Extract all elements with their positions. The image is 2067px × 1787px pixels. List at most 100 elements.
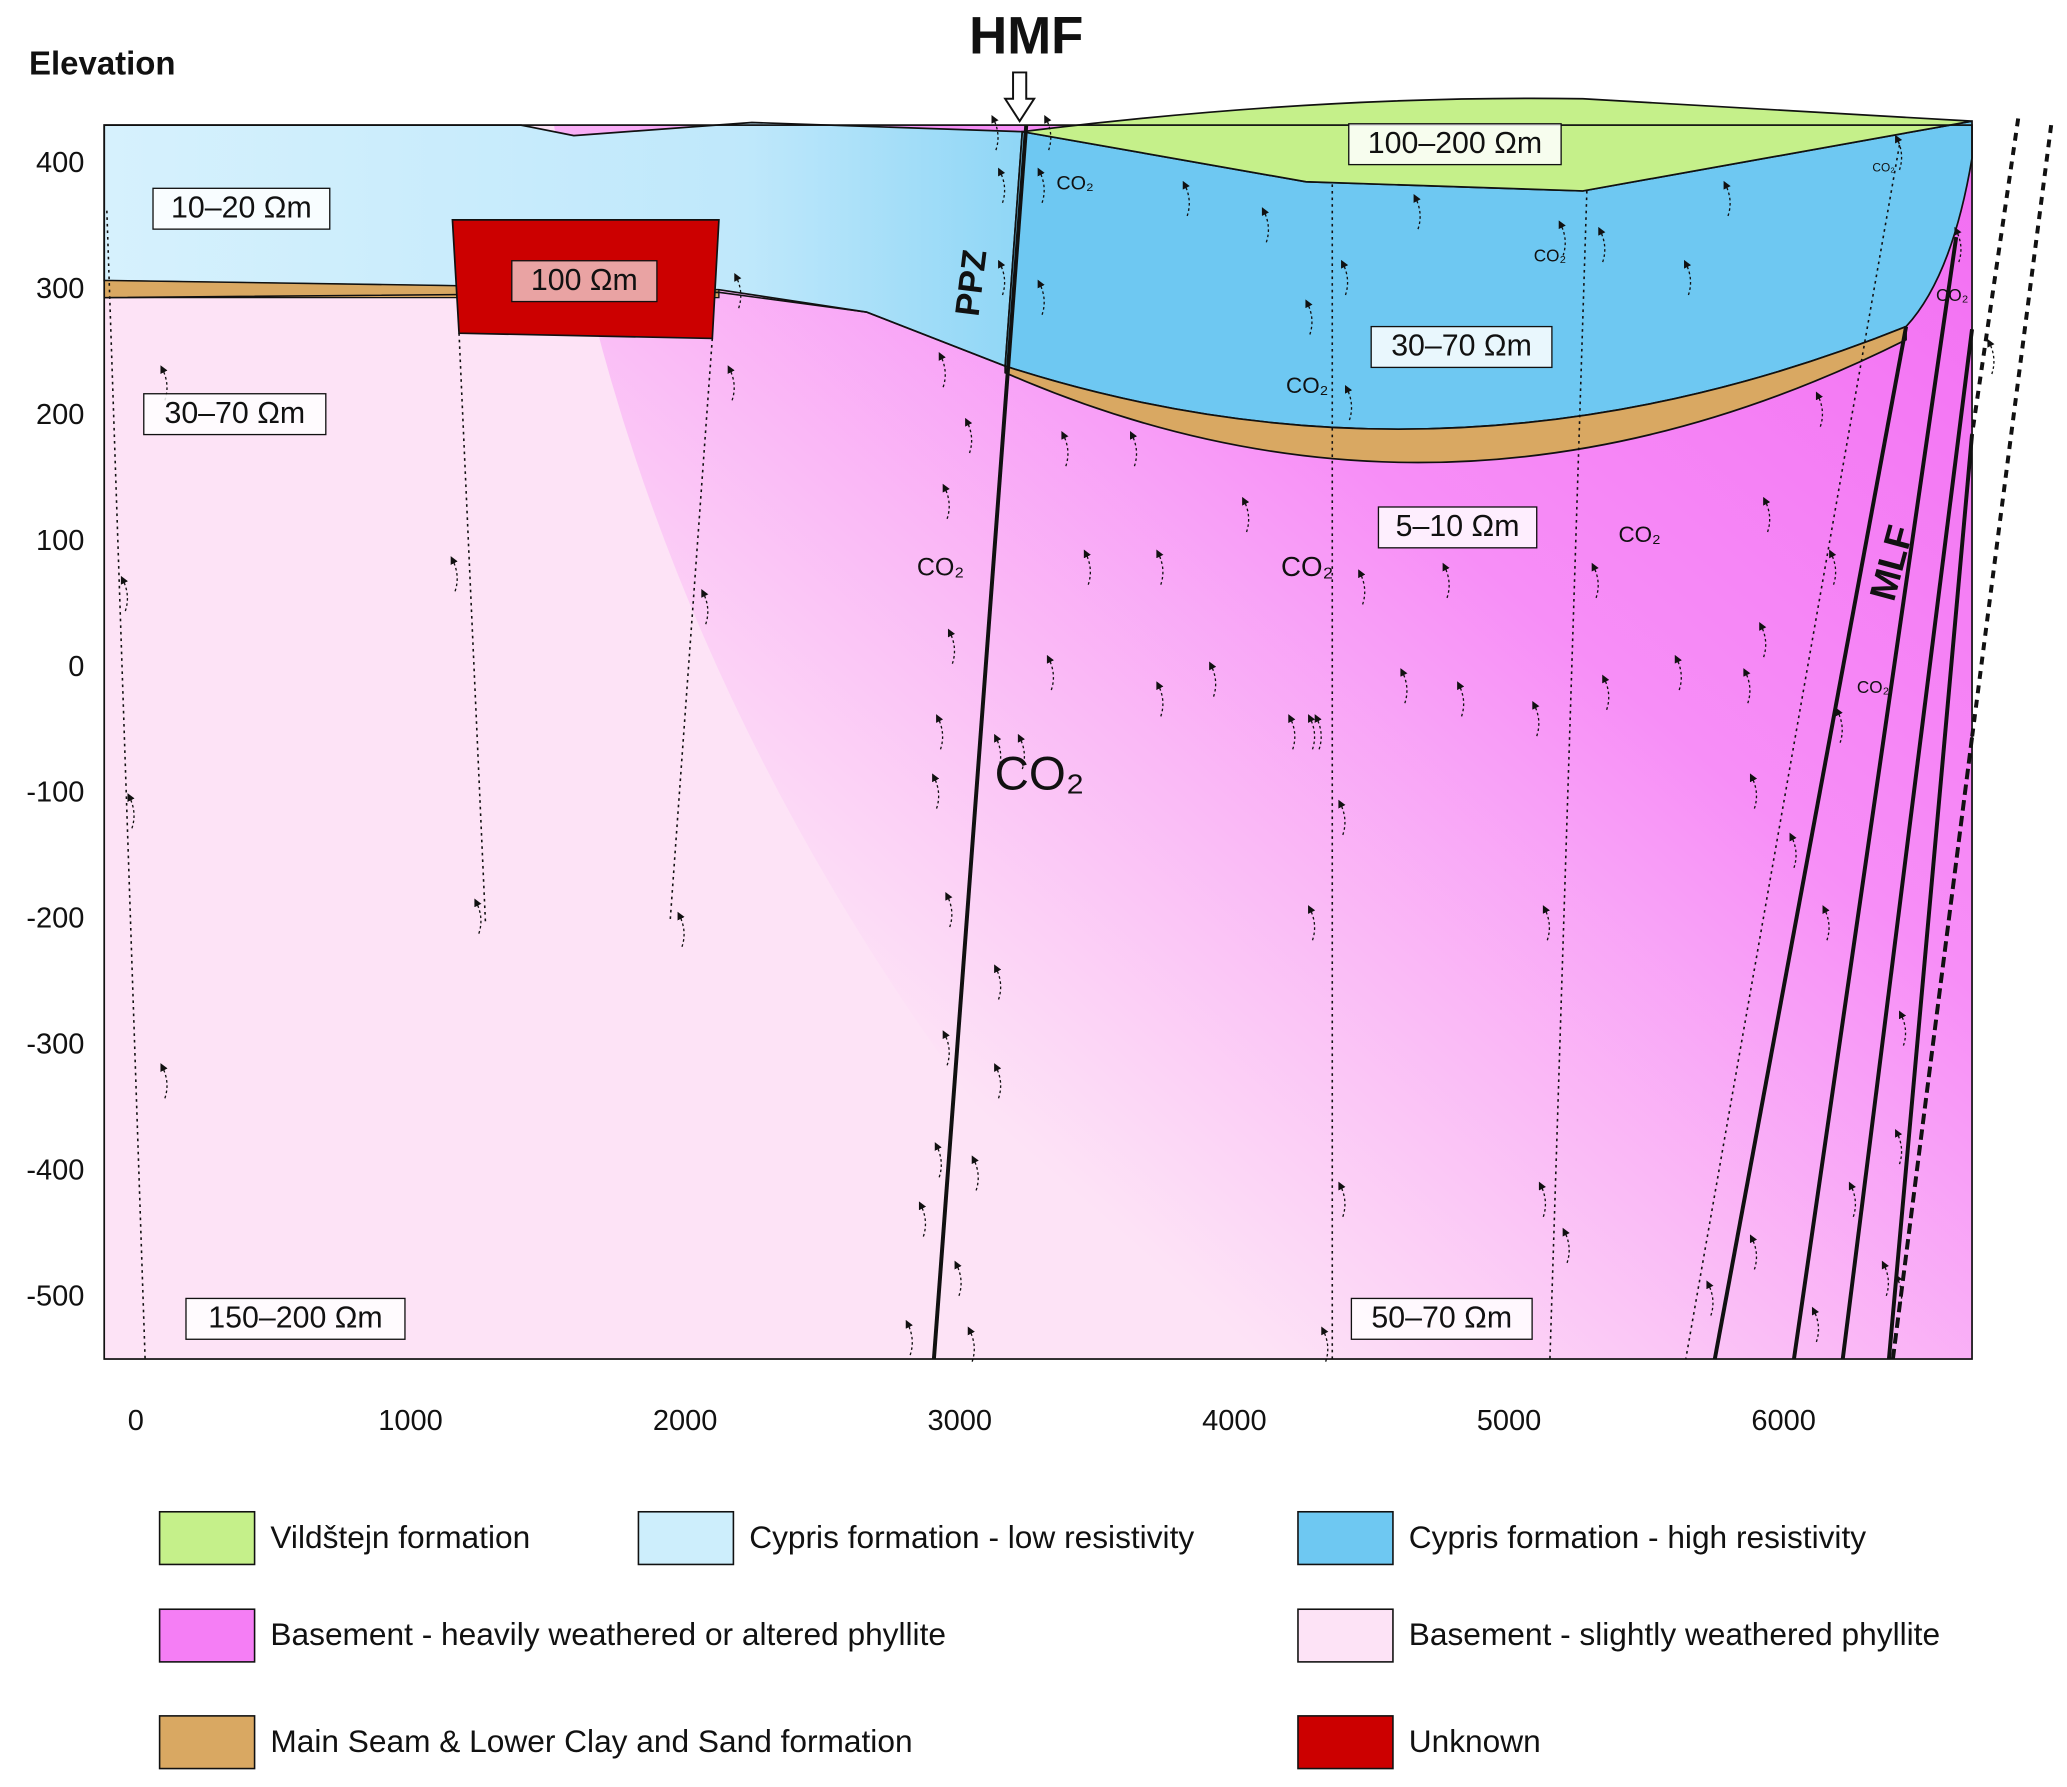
- flow-arrow: [1881, 1260, 1890, 1297]
- legend-label: Basement - slightly weathered phyllite: [1409, 1616, 1940, 1652]
- flow-arrow: [934, 1142, 942, 1178]
- legend-label: Main Seam & Lower Clay and Sand formatio…: [270, 1723, 912, 1759]
- flow-arrow: [947, 628, 956, 664]
- flow-arrow: [1400, 668, 1408, 704]
- flow-arrow: [936, 714, 944, 750]
- x-tick-label: 3000: [927, 1405, 992, 1437]
- legend-label: Unknown: [1409, 1723, 1541, 1759]
- gas-label: CO₂: [1872, 161, 1895, 175]
- x-tick-label: 5000: [1477, 1405, 1542, 1437]
- flow-arrow: [1345, 384, 1353, 421]
- flow-arrow: [971, 1155, 979, 1191]
- flow-arrow: [1542, 905, 1551, 941]
- flow-arrow: [1341, 259, 1349, 296]
- y-tick-label: 400: [36, 147, 84, 179]
- flow-arrow: [677, 911, 685, 948]
- resistivity-label: 100 Ωm: [531, 264, 638, 297]
- flow-arrow: [474, 898, 482, 934]
- gas-label: CO₂: [1618, 522, 1660, 547]
- flow-arrow: [1338, 799, 1346, 836]
- gas-label: CO₂: [1056, 173, 1093, 195]
- flow-arrow: [1743, 668, 1751, 704]
- flow-arrow: [160, 365, 168, 401]
- flow-arrow: [1706, 1280, 1714, 1316]
- y-tick-label: 100: [36, 525, 84, 557]
- fault-label: HMF: [969, 6, 1083, 65]
- flow-arrow: [1308, 905, 1316, 941]
- fault-label: PPZ: [949, 248, 995, 319]
- resistivity-label: 5–10 Ωm: [1396, 510, 1520, 543]
- flow-arrow: [1182, 180, 1190, 217]
- gas-label: CO₂: [917, 554, 964, 582]
- flow-arrow: [1083, 549, 1092, 585]
- label-box: [152, 187, 331, 230]
- flow-arrow: [998, 167, 1006, 204]
- flow-arrow: [127, 793, 135, 829]
- flow-arrow: [994, 1063, 1002, 1099]
- flow-arrow: [1763, 496, 1771, 533]
- flow-arrow: [1749, 773, 1758, 809]
- main-seam-right: [1004, 325, 1907, 464]
- flow-arrow: [1591, 562, 1599, 599]
- flow-arrow: [450, 556, 458, 592]
- flow-arrow: [1308, 714, 1316, 750]
- flow-arrow: [994, 964, 1002, 1000]
- flow-arrow: [734, 273, 742, 309]
- flow-arrow: [1558, 220, 1566, 256]
- flow-arrow: [954, 1260, 962, 1297]
- flow-arrow: [994, 733, 1002, 770]
- label-box: [1350, 1297, 1533, 1340]
- flow-arrow: [932, 773, 940, 809]
- flow-arrow: [991, 114, 999, 151]
- x-tick-label: 2000: [653, 1405, 718, 1437]
- flow-arrow: [1242, 496, 1250, 533]
- flow-arrow: [1562, 1227, 1570, 1264]
- label-box: [511, 260, 658, 303]
- y-tick-label: -300: [26, 1029, 84, 1061]
- flow-arrow: [918, 1201, 927, 1237]
- flow-arrow: [1532, 700, 1540, 737]
- resistivity-label: 30–70 Ωm: [164, 397, 305, 430]
- flow-arrow: [1954, 226, 1962, 263]
- x-tick-label: 6000: [1751, 1405, 1816, 1437]
- resistivity-label: 100–200 Ωm: [1368, 127, 1542, 160]
- flow-arrow: [1835, 707, 1843, 743]
- flow-arrow: [967, 1326, 975, 1362]
- flow-arrow: [1457, 681, 1465, 717]
- label-box: [1370, 325, 1553, 369]
- resistivity-label: 30–70 Ωm: [1391, 330, 1532, 363]
- flow-arrow: [1815, 391, 1824, 427]
- flow-arrow: [1044, 114, 1052, 151]
- flow-arrow: [1061, 431, 1069, 467]
- hmf-arrow: [1003, 71, 1036, 123]
- gas-label: CO₂: [1857, 677, 1889, 697]
- resistivity-label: 50–70 Ωm: [1371, 1302, 1512, 1335]
- flow-arrow: [1442, 562, 1450, 599]
- gas-label: CO₂: [1281, 551, 1333, 582]
- y-tick-label: 300: [36, 273, 84, 305]
- flow-arrow: [1209, 661, 1217, 697]
- flow-arrow: [945, 891, 953, 928]
- flow-arrow: [1305, 299, 1313, 335]
- x-tick-label: 0: [128, 1405, 144, 1437]
- resistivity-label: 150–200 Ωm: [208, 1302, 382, 1335]
- flow-arrow: [1811, 1306, 1820, 1343]
- flow-arrow: [1358, 569, 1366, 605]
- flow-arrow: [1895, 134, 1903, 171]
- label-box: [143, 393, 327, 436]
- flow-arrow: [1602, 674, 1610, 711]
- flow-arrow: [1674, 654, 1682, 691]
- y-tick-label: 200: [36, 399, 84, 431]
- legend-swatch: [637, 1510, 735, 1566]
- flow-arrow: [1037, 167, 1045, 204]
- gas-label: CO₂: [995, 748, 1085, 801]
- geology: [103, 71, 2054, 1362]
- flow-arrow: [1413, 193, 1421, 230]
- flow-arrow: [1338, 1181, 1346, 1218]
- flow-arrow: [1822, 905, 1830, 941]
- legend-swatch: [1297, 1510, 1394, 1566]
- flow-arrow: [1156, 681, 1164, 717]
- legend-label: Cypris formation - high resistivity: [1409, 1519, 1866, 1555]
